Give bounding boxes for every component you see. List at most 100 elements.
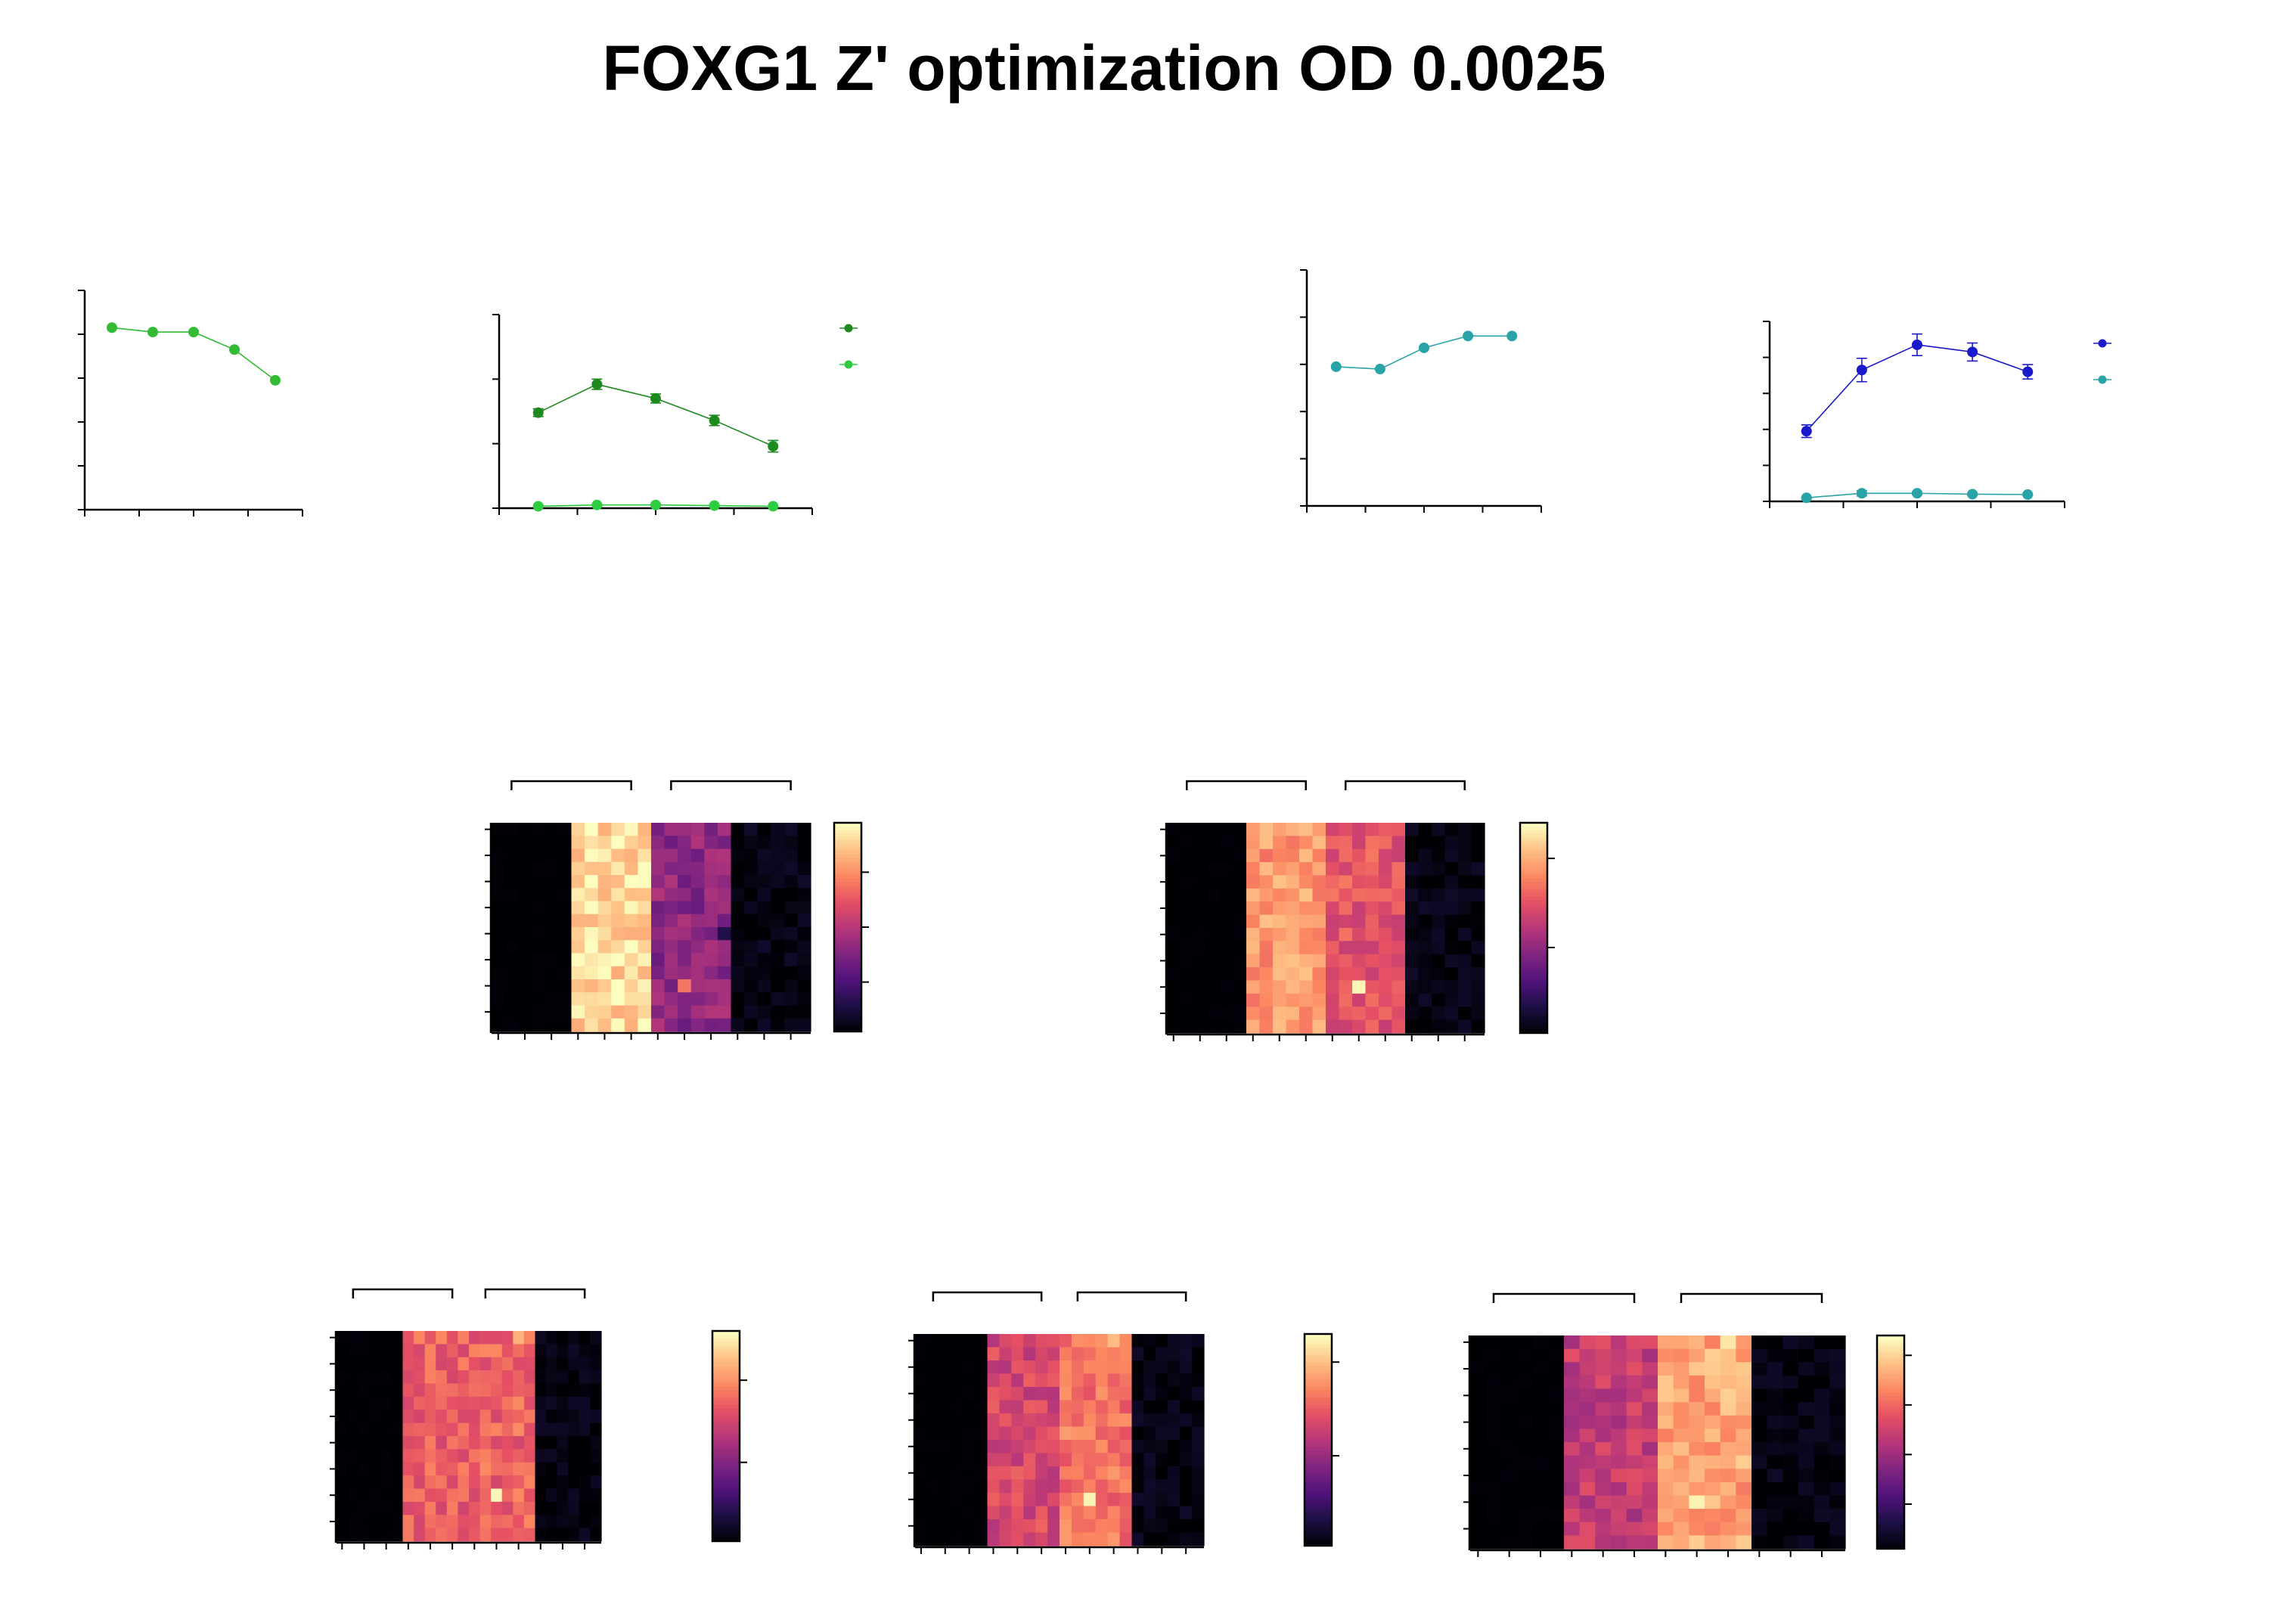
colorbar-segment: [834, 823, 861, 827]
heatmap-cell: [915, 1373, 928, 1388]
heatmap-cell: [380, 1449, 392, 1463]
heatmap-cell: [1673, 1455, 1689, 1469]
heatmap-cell: [369, 1528, 381, 1542]
colorbar-segment: [1305, 1450, 1332, 1455]
heatmap-cell: [638, 901, 652, 915]
heatmap-cell: [1485, 1348, 1502, 1363]
heatmap-cell: [557, 1515, 569, 1529]
colorbar-segment: [712, 1415, 740, 1419]
heatmap-cell: [963, 1479, 976, 1494]
heatmap-cell: [1143, 1506, 1156, 1520]
heatmap-cell: [513, 1449, 525, 1463]
heatmap-cell: [1233, 823, 1247, 836]
heatmap-cell: [1767, 1335, 1783, 1350]
heatmap-cell: [424, 1422, 436, 1437]
heatmap-cell: [1011, 1466, 1024, 1481]
heatmap-cell: [1705, 1415, 1721, 1429]
colorbar-segment: [712, 1351, 740, 1357]
colorbar-segment: [1520, 963, 1547, 967]
heatmap-cell: [535, 1462, 547, 1476]
heatmap-cell: [1312, 888, 1326, 902]
heatmap-cell: [491, 1462, 503, 1476]
heatmap-cell: [1532, 1455, 1549, 1469]
heatmap-cell: [963, 1519, 976, 1534]
heatmap-cell: [535, 1396, 547, 1410]
colorbar-segment: [712, 1484, 740, 1490]
heatmap-cell: [987, 1532, 1001, 1546]
heatmap-cell: [585, 836, 599, 850]
heatmap-cell: [597, 992, 612, 1007]
heatmap-cell: [1143, 1334, 1156, 1348]
heatmap-cell: [744, 966, 759, 980]
colorbar-segment: [1520, 889, 1547, 894]
data-point: [2022, 489, 2034, 500]
heatmap-cell: [1705, 1362, 1721, 1376]
heatmap-cell: [963, 1360, 976, 1375]
heatmap-cell: [963, 1387, 976, 1401]
colorbar-segment: [1305, 1475, 1332, 1480]
colorbar-frame: [1876, 1334, 1906, 1550]
heatmap-cell: [1405, 888, 1419, 902]
colorbar-segment: [834, 1000, 861, 1004]
heatmap-cell: [535, 1331, 547, 1345]
heatmap-cell: [1783, 1415, 1799, 1429]
heatmap-cell: [1705, 1469, 1721, 1483]
heatmap-cell: [501, 1331, 513, 1345]
heatmap-cell: [1312, 848, 1326, 863]
heatmap-cell: [1168, 1519, 1181, 1534]
heatmap-cell: [1023, 1360, 1036, 1375]
colorbar-segment: [1877, 1395, 1904, 1401]
heatmap-cell: [513, 1357, 525, 1371]
colorbar-segment: [1877, 1339, 1904, 1344]
heatmap-cell: [424, 1410, 436, 1424]
heatmap-cell: [1119, 1453, 1133, 1467]
heatmap-cell: [744, 953, 759, 967]
heatmap-cell: [523, 1501, 536, 1515]
heatmap-cell: [1246, 993, 1261, 1007]
heatmap-cell: [797, 823, 811, 836]
heatmap-cell: [1193, 1019, 1208, 1034]
colorbar-segment: [1520, 907, 1547, 911]
heatmap-cell: [1767, 1375, 1783, 1390]
heatmap-cell: [1273, 862, 1287, 876]
heatmap-cell: [446, 1410, 459, 1424]
heatmap-cell: [492, 953, 506, 967]
heatmap-cell: [1736, 1522, 1752, 1536]
heatmap-cell: [1517, 1335, 1534, 1350]
heatmap-cell: [557, 888, 572, 902]
heatmap-cell: [1193, 941, 1208, 955]
heatmap-cell: [571, 848, 585, 863]
heatmap-cell: [1220, 993, 1234, 1007]
colorbar-segment: [1520, 1029, 1547, 1034]
heatmap-cell: [1470, 1495, 1487, 1509]
heatmap-cell: [951, 1453, 964, 1467]
heatmap-cell: [1180, 1506, 1193, 1520]
heatmap-cell: [1432, 836, 1446, 850]
heatmap-cell: [380, 1462, 392, 1476]
heatmap-cell: [568, 1344, 580, 1358]
group-bracket: [932, 1291, 1043, 1301]
heatmap-cell: [1180, 954, 1194, 968]
heatmap-cell: [1180, 888, 1194, 902]
heatmap-cell: [414, 1501, 426, 1515]
heatmap-cell: [717, 888, 732, 902]
heatmap-cell: [939, 1519, 952, 1534]
heatmap-cell: [1673, 1348, 1689, 1363]
colorbar-segment: [834, 826, 861, 830]
heatmap-cell: [1673, 1495, 1689, 1509]
data-point: [1374, 364, 1385, 375]
heatmap-cell: [1720, 1402, 1736, 1416]
colorbar-segment: [1305, 1425, 1332, 1430]
heatmap-cell: [1736, 1481, 1752, 1497]
colorbar-segment: [1305, 1362, 1332, 1366]
heatmap-cell: [951, 1413, 964, 1428]
heatmap-cell: [1814, 1348, 1830, 1363]
heatmap-cell: [1814, 1442, 1830, 1456]
heatmap-cell: [1829, 1455, 1846, 1469]
heatmap-cell: [1060, 1360, 1072, 1375]
heatmap-cell: [1273, 941, 1287, 955]
heatmap-cell: [1071, 1426, 1084, 1441]
heatmap-cell: [951, 1387, 964, 1401]
heatmap-cell: [1432, 914, 1446, 929]
